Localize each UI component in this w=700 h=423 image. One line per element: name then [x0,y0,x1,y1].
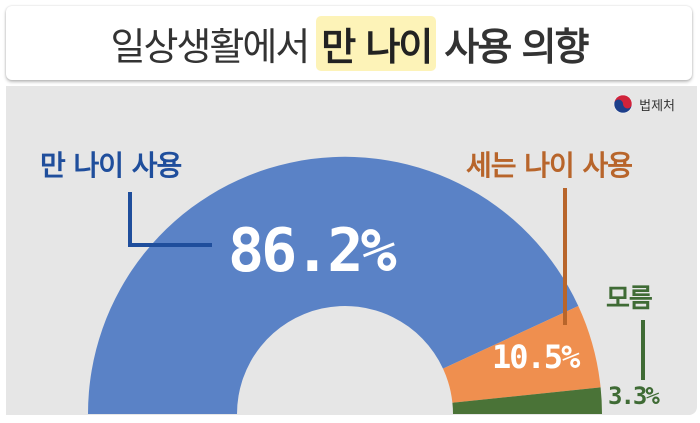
half-donut-chart [87,156,645,415]
slice-unknown [452,387,602,414]
label-unknown: 모름 [606,284,653,314]
source-logo: 법제처 [613,94,675,114]
title-prefix: 일상생활에서 [110,24,311,69]
value-man-age: 86.2% [228,216,397,286]
chart-panel: 법제처 만 나이 사용 세는 나이 사용 모름 86.2% 10.5% 3.3% [6,86,697,415]
slice-man-age [87,156,579,415]
source-name: 법제처 [639,98,675,114]
value-counting-age: 10.5% [492,338,580,376]
title-bar: 일상생활에서 만 나이 사용 의향 [6,6,692,80]
slice-counting-age [443,306,601,403]
title-highlight: 만 나이 [316,15,437,71]
callout-line-man-age [128,192,212,247]
taegeuk-icon [613,94,633,114]
label-man-age: 만 나이 사용 [40,149,182,182]
value-unknown: 3.3% [608,382,660,410]
chart-title: 일상생활에서 만 나이 사용 의향 [110,15,589,71]
title-suffix: 사용 의향 [444,24,589,69]
label-counting-age: 세는 나이 사용 [466,149,633,182]
